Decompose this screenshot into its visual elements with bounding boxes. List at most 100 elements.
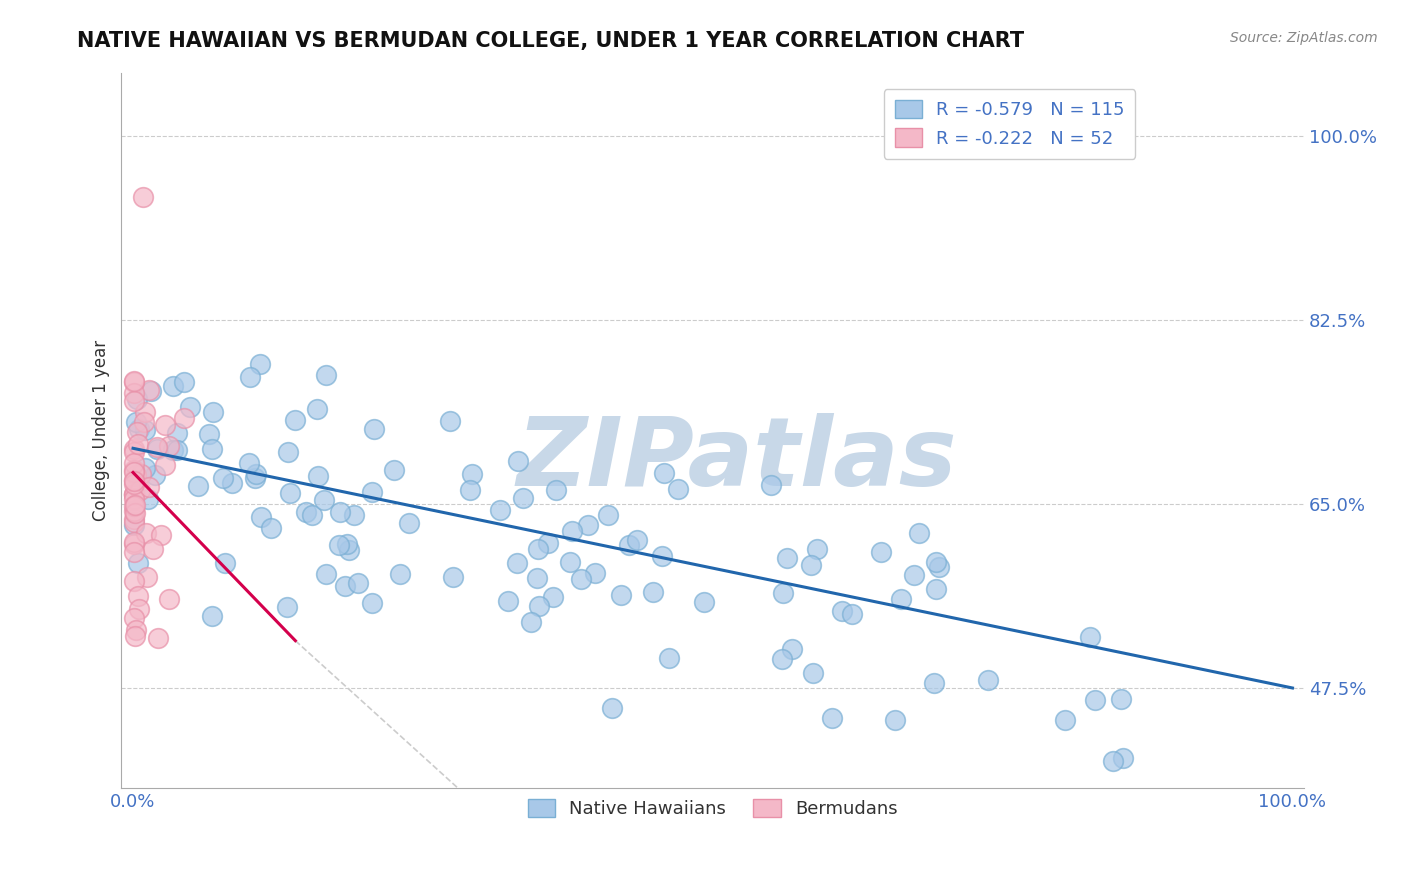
Point (821, 710, 844, 724)
Point (658, 651, 681, 665)
Point (641, 585, 664, 599)
Point (141, 384, 163, 399)
Point (346, 576, 368, 591)
Point (250, 510, 273, 524)
Point (903, 568, 925, 582)
Point (128, 422, 150, 436)
Point (146, 440, 169, 454)
Point (506, 556, 529, 570)
Point (569, 573, 592, 587)
Point (122, 374, 145, 388)
Point (307, 401, 329, 416)
Point (198, 427, 221, 442)
Point (132, 190, 155, 204)
Point (135, 570, 157, 584)
Point (883, 713, 905, 727)
Text: Source: ZipAtlas.com: Source: ZipAtlas.com (1230, 31, 1378, 45)
Point (1112, 751, 1135, 765)
Point (122, 386, 145, 401)
Point (122, 442, 145, 457)
Point (134, 405, 156, 419)
Point (162, 442, 184, 457)
Point (135, 525, 157, 540)
Point (335, 579, 357, 593)
Y-axis label: College, Under 1 year: College, Under 1 year (93, 340, 110, 521)
Point (122, 492, 145, 507)
Point (576, 518, 599, 533)
Point (460, 467, 482, 482)
Point (1078, 630, 1101, 644)
Point (162, 378, 184, 392)
Point (136, 492, 159, 507)
Point (146, 631, 169, 645)
Point (173, 411, 195, 425)
Point (122, 535, 145, 549)
Point (666, 482, 689, 496)
Point (125, 623, 148, 637)
Point (343, 508, 366, 522)
Point (201, 609, 224, 624)
Point (122, 487, 145, 501)
Point (770, 652, 793, 666)
Point (201, 405, 224, 419)
Point (278, 485, 301, 500)
Point (315, 566, 337, 581)
Point (361, 485, 384, 500)
Text: ZIPatlas: ZIPatlas (516, 412, 956, 506)
Point (238, 456, 260, 470)
Point (977, 673, 1000, 687)
Point (157, 592, 180, 607)
Point (398, 516, 420, 531)
Point (361, 596, 384, 610)
Point (124, 504, 146, 518)
Point (831, 604, 853, 618)
Point (363, 422, 385, 436)
Point (201, 442, 224, 456)
Point (529, 599, 551, 613)
Point (187, 479, 209, 493)
Point (800, 558, 823, 572)
Point (870, 544, 893, 558)
Point (295, 505, 318, 519)
Point (124, 498, 146, 512)
Point (284, 412, 307, 426)
Point (652, 466, 675, 480)
Point (260, 520, 283, 534)
Point (928, 559, 950, 574)
Point (692, 595, 714, 609)
Point (761, 477, 783, 491)
Point (125, 425, 148, 439)
Point (329, 505, 352, 519)
Point (211, 471, 233, 485)
Point (890, 591, 912, 606)
Point (122, 476, 145, 491)
Point (276, 600, 298, 615)
Point (1109, 692, 1132, 706)
Point (134, 415, 156, 429)
Point (214, 556, 236, 570)
Point (526, 571, 548, 585)
Point (124, 629, 146, 643)
Point (543, 590, 565, 604)
Point (134, 461, 156, 475)
Point (488, 503, 510, 517)
Point (125, 392, 148, 407)
Point (598, 508, 620, 522)
Point (506, 454, 529, 468)
Point (389, 566, 412, 581)
Point (583, 566, 606, 581)
Point (122, 463, 145, 477)
Point (122, 545, 145, 559)
Point (166, 442, 188, 457)
Point (277, 444, 299, 458)
Point (221, 476, 243, 491)
Point (127, 589, 149, 603)
Point (512, 491, 534, 506)
Point (772, 586, 794, 600)
Point (441, 570, 464, 584)
Point (249, 357, 271, 371)
Point (122, 537, 145, 551)
Point (179, 401, 201, 415)
Point (122, 574, 145, 588)
Point (157, 438, 180, 452)
